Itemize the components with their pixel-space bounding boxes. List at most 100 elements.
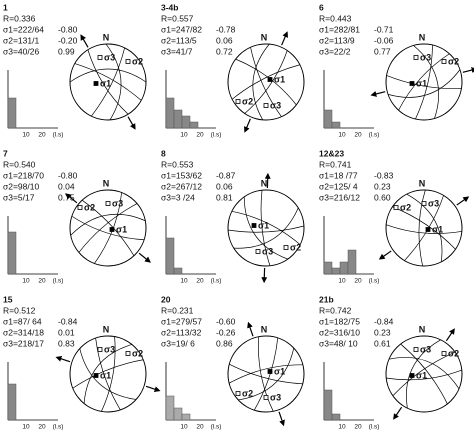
hist-bar — [165, 97, 175, 129]
stress-axis: σ2=113/32 — [161, 327, 202, 337]
hist-axis-label: (l.s) — [53, 424, 64, 431]
hist-bar — [7, 231, 17, 275]
great-circle — [386, 75, 462, 90]
north-label: N — [261, 32, 268, 42]
stress-marker — [93, 81, 99, 86]
panel-label: 20 — [161, 294, 171, 304]
stress-value: -0.83 — [374, 170, 394, 180]
great-circle — [418, 189, 426, 267]
hist-axis-label: (l.s) — [211, 132, 222, 139]
net-stress-label: σ2 — [132, 348, 143, 358]
stereonet — [227, 43, 305, 121]
stress-value: -0.80 — [58, 24, 78, 34]
hist-bar — [173, 109, 183, 129]
stress-arrow — [55, 355, 71, 363]
net-stress-label: σ1 — [274, 74, 285, 84]
stress-value: 0.06 — [216, 181, 233, 191]
stress-axis: σ3=41/7 — [161, 46, 193, 56]
stress-axis: σ1=87/ 64 — [3, 316, 42, 326]
stress-axis: σ1=279/57 — [161, 316, 202, 326]
great-circle — [87, 49, 129, 115]
hist-axis-label: (l.s) — [369, 278, 380, 285]
hist-axis-label: 20 — [354, 278, 362, 285]
stress-marker — [125, 59, 131, 64]
great-circle — [79, 348, 137, 400]
hist-bar — [323, 109, 333, 129]
stress-value: -0.84 — [374, 316, 394, 326]
stress-axis: σ2=113/9 — [319, 35, 355, 45]
great-circle — [227, 225, 305, 233]
stress-axis: σ3=218/17 — [3, 338, 44, 348]
hist-axis-label: 10 — [22, 278, 30, 285]
net-stress-label: σ1 — [416, 78, 427, 88]
hist-bar — [347, 249, 357, 275]
stress-value: 0.23 — [374, 181, 391, 191]
stress-axis: σ3=48/ 10 — [319, 338, 358, 348]
net-stress-label: σ2 — [448, 348, 459, 358]
great-circle — [78, 203, 138, 253]
stress-axis: σ2=131/1 — [3, 35, 39, 45]
great-circle — [258, 336, 274, 412]
great-circle — [244, 50, 288, 114]
hist-axis-label: 10 — [338, 424, 346, 431]
great-circle — [392, 351, 456, 397]
stress-ratio: R=0.443 — [319, 13, 352, 23]
great-circle — [392, 206, 456, 250]
hist-axis-label: 10 — [22, 132, 30, 139]
net-stress-label: σ2 — [84, 202, 95, 212]
stress-axis: σ2=113/5 — [161, 35, 197, 45]
stress-arrow — [378, 250, 392, 260]
net-stress-label: σ2 — [448, 56, 459, 66]
stress-value: 0.86 — [216, 338, 233, 348]
net-stress-label: σ3 — [420, 344, 431, 354]
stress-arrow — [462, 67, 474, 74]
stress-axis: σ3=3 /24 — [161, 192, 195, 202]
hist-axis-label: (l.s) — [369, 424, 380, 431]
stress-arrow — [127, 116, 136, 130]
hist-axis-label: (l.s) — [53, 132, 64, 139]
stress-axis: σ1=182/75 — [319, 316, 360, 326]
great-circle — [95, 338, 121, 411]
stress-marker — [283, 245, 289, 250]
stress-marker — [393, 205, 399, 210]
stress-value: 0.81 — [216, 192, 233, 202]
stress-axis: σ2=267/12 — [161, 181, 202, 191]
stress-marker — [235, 99, 241, 104]
hist-bar — [331, 121, 341, 129]
stress-value: 0.61 — [374, 338, 391, 348]
stress-arrow — [247, 321, 254, 337]
hist-axis-label: 10 — [338, 132, 346, 139]
stress-axis: σ2=314/18 — [3, 327, 44, 337]
stress-marker — [93, 373, 99, 378]
hist-bar — [7, 97, 17, 129]
great-circle — [228, 364, 303, 384]
stress-arrow — [80, 34, 89, 48]
great-circle — [243, 196, 288, 260]
stress-marker — [251, 223, 257, 228]
hist-axis-label: 10 — [338, 278, 346, 285]
great-circle — [386, 369, 462, 381]
net-stress-label: σ3 — [104, 52, 115, 62]
net-stress-label: σ3 — [112, 198, 123, 208]
great-circle — [231, 64, 300, 100]
stress-marker — [413, 347, 419, 352]
hist-axis-label: (l.s) — [211, 424, 222, 431]
hist-axis-label: 10 — [22, 424, 30, 431]
stress-value: -0.78 — [216, 24, 236, 34]
stress-marker — [267, 369, 273, 374]
stress-axis: σ3=5/17 — [3, 192, 35, 202]
great-circle — [101, 336, 116, 412]
hist-axis-label: 20 — [196, 132, 204, 139]
net-stress-label: σ3 — [428, 198, 439, 208]
stress-value: 0.72 — [216, 46, 233, 56]
hist-axis-label: (l.s) — [211, 278, 222, 285]
net-stress-label: σ3 — [104, 344, 115, 354]
stress-marker — [413, 55, 419, 60]
great-circle — [74, 63, 142, 101]
stress-arrow — [370, 90, 386, 97]
stress-ratio: R=0.742 — [319, 305, 352, 315]
